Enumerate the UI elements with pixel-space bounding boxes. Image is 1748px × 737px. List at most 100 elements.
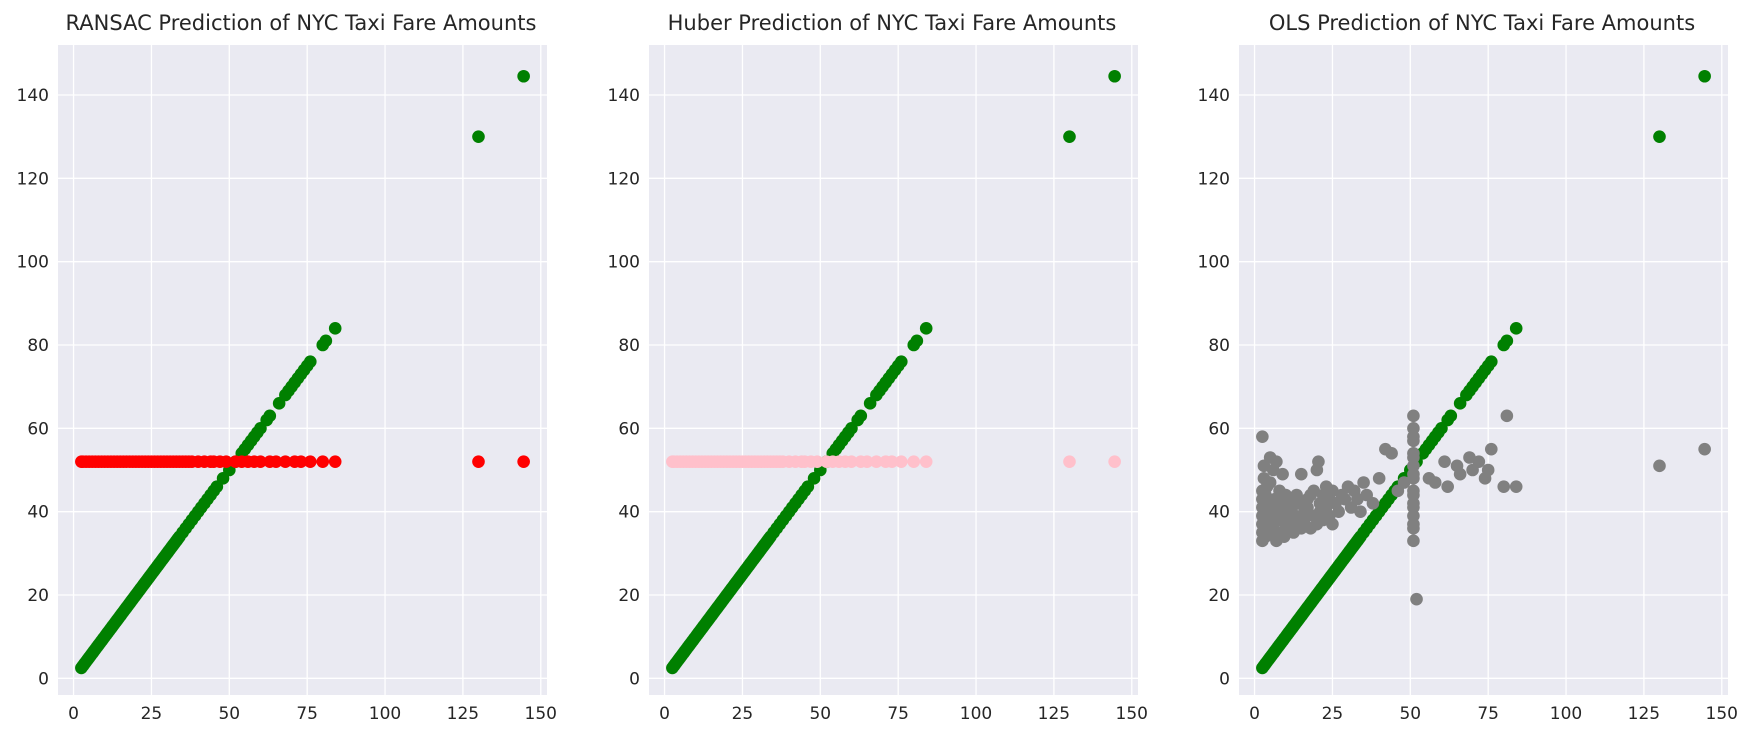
- predicted-point: [1500, 409, 1514, 423]
- actual-point: [472, 130, 485, 143]
- predicted-point: [845, 455, 858, 468]
- predicted-point: [1438, 455, 1451, 468]
- actual-point: [1500, 334, 1514, 348]
- predicted-point: [1294, 467, 1308, 481]
- panel-title: OLS Prediction of NYC Taxi Fare Amounts: [1269, 11, 1695, 35]
- y-tick-label: 140: [1198, 86, 1230, 106]
- x-tick-label: 150: [1706, 704, 1738, 724]
- predicted-point: [1354, 505, 1367, 518]
- y-tick-label: 20: [618, 586, 640, 606]
- y-tick-label: 20: [27, 586, 49, 606]
- predicted-point: [1260, 480, 1274, 493]
- predicted-point: [894, 455, 908, 468]
- predicted-point: [1410, 592, 1423, 606]
- predicted-point: [1366, 497, 1380, 510]
- predicted-point: [907, 455, 921, 468]
- x-tick-label: 50: [809, 704, 831, 724]
- predicted-point: [1063, 455, 1076, 468]
- predicted-point: [1484, 442, 1498, 456]
- x-tick-label: 50: [218, 704, 240, 724]
- x-tick-label: 100: [369, 704, 401, 724]
- predicted-point: [1407, 451, 1420, 464]
- x-tick-label: 75: [887, 704, 909, 724]
- predicted-point: [1385, 447, 1398, 460]
- actual-point: [319, 334, 333, 348]
- actual-point: [328, 322, 342, 335]
- actual-point: [1509, 322, 1523, 335]
- actual-point: [1444, 409, 1458, 423]
- actual-point: [263, 409, 277, 423]
- y-tick-label: 0: [38, 669, 49, 689]
- x-tick-label: 0: [659, 704, 670, 724]
- predicted-point: [269, 455, 283, 468]
- actual-point: [303, 355, 317, 368]
- panel-title: Huber Prediction of NYC Taxi Fare Amount…: [668, 11, 1117, 35]
- predicted-point: [870, 455, 883, 468]
- x-tick-label: 50: [1399, 704, 1421, 724]
- predicted-point: [1108, 455, 1121, 468]
- predicted-point: [1407, 517, 1420, 531]
- predicted-point: [1256, 430, 1269, 443]
- y-tick-label: 20: [1208, 586, 1230, 606]
- actual-point: [1653, 130, 1666, 143]
- x-tick-label: 25: [732, 704, 754, 724]
- x-tick-label: 0: [1249, 704, 1260, 724]
- predicted-point: [1441, 480, 1454, 493]
- x-tick-label: 25: [1322, 704, 1344, 724]
- predicted-point: [1497, 480, 1511, 493]
- y-tick-label: 100: [17, 253, 49, 273]
- predicted-point: [1472, 455, 1486, 468]
- x-tick-label: 75: [296, 704, 318, 724]
- predicted-point: [1407, 409, 1420, 423]
- actual-point: [919, 322, 933, 335]
- y-tick-label: 60: [1208, 419, 1230, 439]
- predicted-point: [1326, 517, 1339, 531]
- predicted-point: [1653, 459, 1666, 473]
- predicted-point: [1266, 463, 1280, 477]
- actual-point: [517, 69, 530, 83]
- predicted-point: [1407, 534, 1420, 548]
- x-tick-label: 100: [1550, 704, 1582, 724]
- predicted-point: [1332, 505, 1345, 518]
- actual-point: [1698, 69, 1711, 83]
- y-tick-label: 40: [27, 503, 49, 523]
- predicted-point: [254, 455, 267, 468]
- predicted-point: [1407, 501, 1420, 514]
- x-tick-label: 150: [525, 704, 557, 724]
- x-tick-label: 75: [1477, 704, 1499, 724]
- y-tick-label: 60: [618, 419, 640, 439]
- predicted-point: [328, 455, 342, 468]
- y-tick-label: 100: [1198, 253, 1230, 273]
- predicted-point: [1312, 455, 1325, 468]
- predicted-point: [294, 455, 308, 468]
- actual-point: [1484, 355, 1498, 368]
- y-tick-label: 80: [27, 336, 49, 356]
- predicted-point: [517, 455, 530, 468]
- predicted-point: [1357, 476, 1370, 489]
- actual-point: [894, 355, 908, 368]
- predicted-point: [919, 455, 933, 468]
- y-tick-label: 40: [1208, 503, 1230, 523]
- predicted-point: [316, 455, 330, 468]
- y-tick-label: 80: [1208, 336, 1230, 356]
- panel-title: RANSAC Prediction of NYC Taxi Fare Amoun…: [66, 11, 537, 35]
- y-tick-label: 0: [629, 669, 640, 689]
- y-tick-label: 140: [17, 86, 49, 106]
- x-tick-label: 100: [960, 704, 992, 724]
- predicted-point: [279, 455, 292, 468]
- predicted-point: [1372, 472, 1386, 485]
- panel-huber: Huber Prediction of NYC Taxi Fare Amount…: [608, 11, 1148, 724]
- predicted-point: [810, 455, 824, 468]
- y-tick-label: 40: [618, 503, 640, 523]
- predicted-point: [885, 455, 899, 468]
- y-tick-label: 140: [608, 86, 640, 106]
- actual-point: [910, 334, 924, 348]
- panel-ols: OLS Prediction of NYC Taxi Fare Amounts …: [1198, 11, 1738, 724]
- y-tick-label: 120: [17, 169, 49, 189]
- x-tick-label: 0: [68, 704, 79, 724]
- x-tick-label: 125: [1038, 704, 1070, 724]
- predicted-point: [1481, 463, 1495, 477]
- predicted-point: [219, 455, 233, 468]
- y-tick-label: 100: [608, 253, 640, 273]
